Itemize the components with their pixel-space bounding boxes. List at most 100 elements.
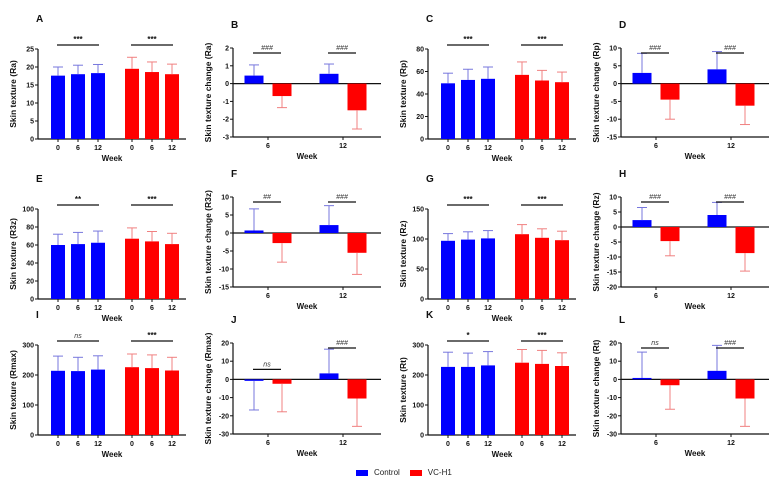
panel-I: I 0 100 200 300 Skin texture (Rmax) Week 0 0 6 6 12…: [8, 310, 186, 459]
x-tick-label: 12: [339, 440, 347, 447]
x-tick-label: 6: [150, 305, 154, 312]
y-tick-label: -3: [223, 135, 229, 142]
x-tick-label: 12: [558, 145, 566, 152]
bar: [91, 369, 105, 435]
y-tick-label: -10: [219, 267, 229, 274]
y-axis-label: Skin texture (Rmax): [8, 350, 18, 430]
bar: [441, 83, 455, 139]
significance-label: ***: [537, 35, 547, 44]
y-tick-label: 5: [30, 119, 34, 126]
x-tick-label: 12: [484, 145, 492, 152]
x-tick-label: 12: [727, 440, 735, 447]
y-tick-label: 0: [30, 433, 34, 440]
x-tick-label: 12: [339, 143, 347, 150]
bar: [461, 79, 475, 139]
bar: [461, 239, 475, 299]
y-tick-label: 80: [26, 225, 34, 232]
bar: [441, 240, 455, 299]
y-tick-label: 10: [609, 195, 617, 202]
bar: [660, 227, 680, 242]
bar: [461, 366, 475, 435]
x-tick-label: 6: [654, 293, 658, 300]
y-tick-label: -30: [607, 432, 617, 439]
x-tick-label: 0: [56, 145, 60, 152]
significance-label: ***: [147, 35, 157, 44]
bar: [481, 78, 495, 139]
significance-label: ***: [537, 195, 547, 204]
x-axis-label: Week: [685, 449, 706, 458]
y-tick-label: 0: [613, 225, 617, 232]
significance-label: ns: [651, 340, 659, 347]
bar: [71, 371, 85, 435]
x-tick-label: 12: [94, 145, 102, 152]
x-tick-label: 12: [94, 305, 102, 312]
x-tick-label: 0: [446, 441, 450, 448]
bar: [535, 237, 549, 299]
x-tick-label: 12: [727, 293, 735, 300]
y-tick-label: 0: [420, 297, 424, 304]
y-tick-label: 5: [613, 63, 617, 70]
x-tick-label: 6: [76, 145, 80, 152]
y-axis-label: Skin texture (Ra): [8, 60, 18, 128]
y-tick-label: 200: [412, 373, 424, 380]
bar: [515, 234, 529, 299]
y-tick-label: 0: [613, 81, 617, 88]
y-tick-label: 300: [412, 343, 424, 350]
x-axis-label: Week: [297, 449, 318, 458]
y-tick-label: -10: [219, 395, 229, 402]
bar: [125, 238, 139, 299]
y-tick-label: 100: [412, 237, 424, 244]
y-tick-label: 0: [30, 137, 34, 144]
bar: [91, 242, 105, 299]
x-axis-label: Week: [102, 154, 123, 163]
y-axis-label: Skin texture (R3z): [8, 218, 18, 290]
y-tick-label: -10: [607, 395, 617, 402]
bar: [555, 82, 569, 139]
bar: [71, 244, 85, 299]
bar: [51, 75, 65, 139]
y-tick-label: 0: [420, 137, 424, 144]
x-tick-label: 0: [520, 145, 524, 152]
y-axis-label: Skin texture change (Rp): [591, 42, 601, 142]
bar: [347, 379, 367, 399]
significance-label: ###: [336, 340, 348, 347]
y-tick-label: 80: [416, 47, 424, 54]
bar: [51, 370, 65, 435]
bar: [515, 362, 529, 435]
bar: [272, 233, 292, 244]
significance-label: ns: [74, 333, 82, 340]
bar: [535, 80, 549, 139]
panel-E: E 0 20 40 60 80 100 Skin texture (R3z) Week 0 0 6 6 1…: [8, 174, 186, 323]
panel-L: L -30 -20 -10 0 10 20 Skin texture change (Rt) W…: [591, 315, 769, 458]
legend: Control VC-H1: [356, 468, 452, 477]
bar: [347, 83, 367, 111]
y-tick-label: 60: [416, 69, 424, 76]
y-tick-label: 10: [26, 101, 34, 108]
x-axis-label: Week: [492, 450, 513, 459]
bar: [707, 215, 727, 227]
x-axis-label: Week: [102, 314, 123, 323]
bar: [535, 363, 549, 435]
bar: [244, 379, 264, 381]
y-tick-label: 0: [225, 81, 229, 88]
bar: [244, 75, 264, 84]
significance-label: ***: [537, 331, 547, 340]
y-tick-label: 1: [225, 63, 229, 70]
x-tick-label: 6: [466, 441, 470, 448]
x-tick-label: 6: [654, 143, 658, 150]
bar: [145, 241, 159, 299]
bar: [165, 370, 179, 435]
y-axis-label: Skin texture change (Ra): [203, 43, 213, 143]
bar: [555, 240, 569, 299]
panel-F: F -15 -10 -5 0 5 10 Skin texture change (R3z) We…: [203, 169, 381, 311]
bar: [632, 377, 652, 380]
y-tick-label: 0: [225, 231, 229, 238]
x-tick-label: 0: [130, 441, 134, 448]
significance-label: ###: [724, 194, 736, 201]
y-tick-label: 0: [225, 377, 229, 384]
y-tick-label: 60: [26, 243, 34, 250]
bar: [272, 83, 292, 97]
bar: [165, 74, 179, 139]
x-axis-label: Week: [685, 302, 706, 311]
